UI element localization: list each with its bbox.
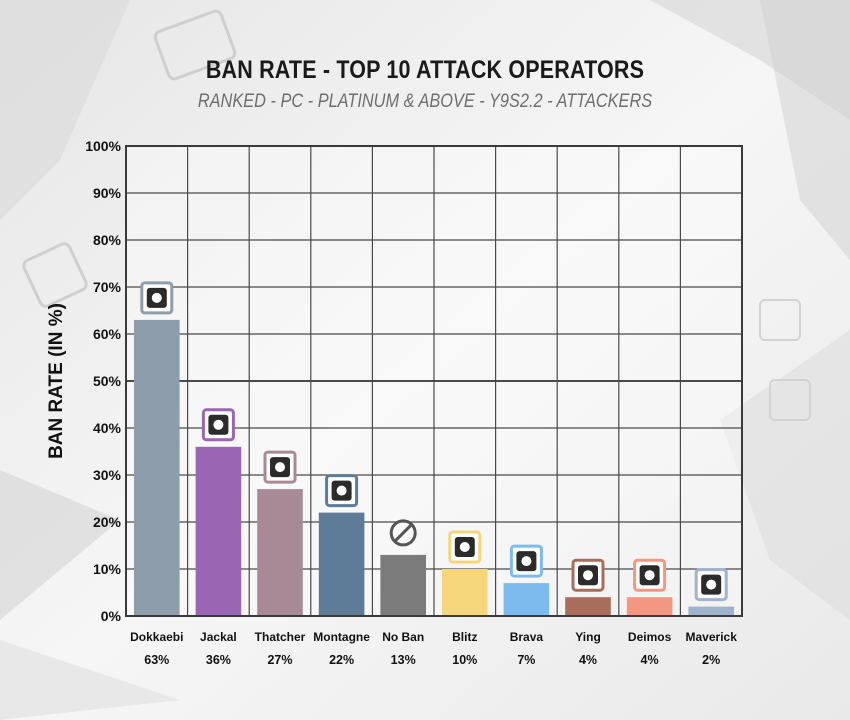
- x-category-label: Thatcher: [255, 630, 306, 644]
- bar-value-label: 2%: [702, 653, 720, 667]
- plot-border: [125, 145, 743, 617]
- y-tick-label: 60%: [93, 326, 122, 342]
- y-tick-label: 10%: [93, 561, 122, 577]
- bar-value-label: 22%: [329, 653, 354, 667]
- bar-dokkaebi: [134, 319, 180, 616]
- bar-value-label: 7%: [517, 653, 535, 667]
- x-category-label: Ying: [575, 630, 601, 644]
- y-tick-label: 80%: [93, 232, 122, 248]
- x-category-label: Deimos: [628, 630, 672, 644]
- x-category-label: Brava: [510, 630, 544, 644]
- y-tick-label: 90%: [93, 185, 122, 201]
- bars-group: [134, 319, 734, 616]
- y-tick-label: 30%: [93, 467, 122, 483]
- bar-value-label: 63%: [144, 653, 169, 667]
- maverick-icon: [694, 568, 728, 602]
- bar-montagne: [318, 512, 365, 616]
- y-tick-label: 70%: [93, 279, 122, 295]
- ying-icon: [571, 558, 605, 592]
- x-category-label: Blitz: [452, 630, 477, 644]
- bar-value-label: 36%: [206, 653, 231, 667]
- y-tick-label: 50%: [93, 373, 122, 389]
- x-category-label: Montagne: [313, 630, 370, 644]
- y-tick-label: 40%: [93, 420, 122, 436]
- x-category-label: No Ban: [382, 630, 424, 644]
- operator-icons: [140, 281, 728, 602]
- y-tick-label: 0%: [101, 608, 122, 624]
- y-tick-labels: 0% 10% 20% 30% 40% 50% 60% 70% 80% 90% 100%: [85, 138, 121, 624]
- bar-brava: [503, 583, 550, 616]
- blitz-icon: [448, 530, 482, 564]
- bar-maverick: [688, 606, 734, 616]
- brava-icon: [509, 544, 543, 578]
- bar-no-ban: [380, 554, 426, 616]
- x-category-label: Dokkaebi: [130, 630, 183, 644]
- y-tick-label: 100%: [85, 138, 121, 154]
- bar-ying: [565, 597, 611, 616]
- x-category-label: Jackal: [200, 630, 237, 644]
- bar-deimos: [626, 597, 673, 616]
- montagne-icon: [325, 474, 359, 508]
- bar-thatcher: [257, 489, 303, 616]
- bar-value-label: 4%: [579, 653, 597, 667]
- no-ban-icon: [389, 519, 417, 547]
- chart-title: BAN RATE - TOP 10 ATTACK OPERATORS: [205, 56, 645, 84]
- x-category-label: Maverick: [686, 630, 738, 644]
- chart-subtitle: RANKED - PC - PLATINUM & ABOVE - Y9S2.2 …: [197, 91, 653, 112]
- bar-value-label: 4%: [641, 653, 659, 667]
- bar-value-label: 10%: [452, 653, 477, 667]
- bar-blitz: [442, 569, 488, 616]
- bar-value-label: 27%: [267, 653, 292, 667]
- bar-jackal: [195, 446, 242, 616]
- thatcher-icon: [263, 450, 297, 484]
- y-tick-label: 20%: [93, 514, 122, 530]
- deimos-icon: [633, 558, 667, 592]
- dokkaebi-icon: [140, 281, 174, 315]
- jackal-icon: [201, 408, 235, 442]
- bar-value-label: 13%: [391, 653, 416, 667]
- x-category-labels: Dokkaebi 63% Jackal 36% Thatcher 27% Montagne 2…: [130, 630, 737, 667]
- y-axis-title: BAN RATE (IN %): [46, 303, 67, 459]
